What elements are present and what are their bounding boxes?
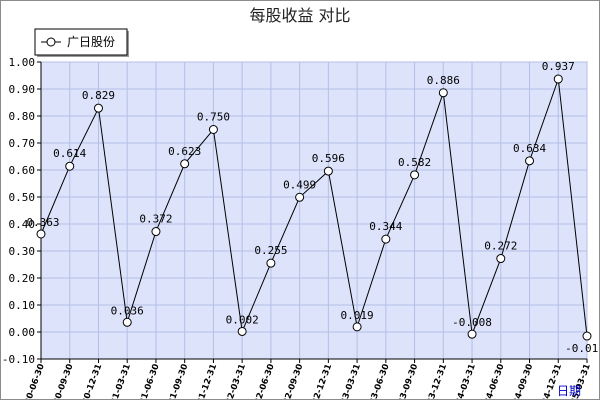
y-tick-label: 0.90	[9, 83, 36, 96]
y-tick-label: -0.10	[2, 353, 35, 366]
x-tick-label: 2024-09-30	[507, 363, 535, 399]
data-point	[525, 156, 535, 166]
data-label: 0.019	[341, 309, 374, 322]
x-tick-label: 2024-03-31	[450, 363, 478, 399]
data-point	[295, 192, 305, 202]
data-label: 0.036	[111, 304, 144, 317]
data-point	[582, 331, 592, 341]
y-tick-label: 0.20	[9, 272, 36, 285]
legend-marker	[46, 37, 56, 47]
data-point	[496, 254, 506, 264]
data-point	[180, 159, 190, 169]
data-label: 0.614	[53, 147, 86, 160]
data-point	[381, 234, 391, 244]
data-label: 0.255	[254, 244, 287, 257]
data-point	[553, 74, 563, 84]
x-tick-label: 2023-06-30	[364, 363, 392, 399]
y-tick-label: 0.00	[9, 326, 36, 339]
chart-title: 每股收益 对比	[249, 6, 350, 25]
y-tick-label: 0.80	[9, 110, 36, 123]
data-label: 0.634	[513, 142, 546, 155]
x-tick-label: 2021-09-30	[163, 363, 191, 399]
data-point	[208, 125, 218, 134]
y-tick-label: 0.30	[9, 245, 36, 258]
legend-label: 广日股份	[67, 35, 115, 49]
x-tick-label: 2022-09-30	[277, 363, 305, 399]
x-tick-label: 2021-06-30	[134, 363, 162, 399]
data-point	[36, 229, 46, 239]
x-tick-label: 2020-06-30	[19, 363, 47, 399]
x-tick-label: 2024-06-30	[479, 363, 507, 399]
y-tick-label: 1.00	[9, 56, 36, 69]
data-label: 0.499	[283, 178, 316, 191]
y-tick-label: 0.70	[9, 137, 36, 150]
data-point	[151, 227, 161, 237]
data-point	[93, 103, 103, 113]
data-label: 0.372	[139, 213, 172, 226]
data-point	[122, 317, 132, 327]
x-tick-label: 2023-12-31	[421, 363, 449, 399]
x-tick-label: 2023-09-30	[392, 363, 420, 399]
data-point	[65, 161, 75, 171]
data-label: 0.937	[542, 60, 575, 73]
series-line	[40, 78, 588, 337]
data-label: -0.015	[565, 342, 599, 355]
data-label: 0.344	[369, 220, 402, 233]
data-label: 0.886	[427, 74, 460, 87]
plot-area	[40, 61, 588, 360]
data-point	[237, 326, 247, 336]
y-tick-label: 0.60	[9, 164, 36, 177]
data-point	[410, 170, 420, 180]
x-tick-label: 2020-09-30	[48, 363, 76, 399]
data-point	[266, 258, 276, 268]
data-point	[323, 166, 333, 176]
data-label: 0.829	[82, 89, 115, 102]
x-tick-label: 2022-12-31	[306, 363, 334, 399]
y-tick-label: 0.40	[9, 218, 36, 231]
data-label: 0.002	[226, 313, 259, 326]
data-label: 0.363	[26, 216, 59, 229]
data-point	[438, 88, 448, 98]
y-tick-label: 0.50	[9, 191, 36, 204]
data-point	[352, 322, 362, 332]
data-label: 0.623	[168, 145, 201, 158]
y-tick-label: 0.10	[9, 299, 36, 312]
data-label: 0.750	[197, 111, 230, 124]
data-label: 0.272	[484, 240, 517, 253]
data-label: 0.582	[398, 156, 431, 169]
data-label: -0.008	[452, 316, 492, 329]
x-tick-label: 2022-06-30	[249, 363, 277, 399]
x-tick-label: 2021-03-31	[105, 363, 133, 399]
x-tick-label: 2023-03-31	[335, 363, 363, 399]
x-tick-label: 2021-12-31	[191, 363, 219, 399]
data-label: 0.596	[312, 152, 345, 165]
x-tick-label: 2020-12-31	[76, 363, 104, 399]
data-point	[467, 329, 477, 339]
x-axis-label: 日期	[557, 384, 581, 398]
x-tick-label: 2022-03-31	[220, 363, 248, 399]
